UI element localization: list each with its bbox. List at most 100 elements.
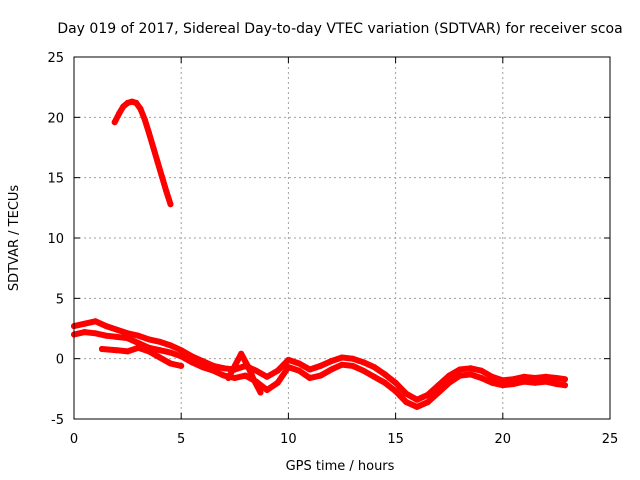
data-point [339,361,345,368]
data-point [167,342,174,349]
data-point [146,348,152,355]
data-point [178,347,185,354]
data-point [349,362,356,369]
data-point [210,367,217,374]
data-point [113,333,120,340]
data-point [456,372,463,379]
data-point [489,379,496,386]
x-tick-label: 15 [387,432,404,447]
data-point [150,144,157,151]
data-point [435,389,442,396]
data-point [532,379,538,386]
data-point [274,367,281,374]
data-point [317,372,324,379]
y-tick-label: 20 [47,111,64,126]
y-tick-label: 0 [56,353,64,368]
data-point [349,355,356,362]
data-point [274,379,281,386]
data-point [167,201,174,208]
data-point [467,371,474,378]
data-point [156,338,163,345]
data-point [371,364,378,371]
data-point [188,359,195,366]
data-point [253,367,260,374]
data-point [392,379,399,386]
data-point [178,362,185,369]
tick-group: 0 5 10 15 20 25 -5 0 5 10 15 20 25 [47,51,618,447]
data-point [414,396,420,403]
grid [74,57,610,419]
data-point [328,358,335,365]
data-point [478,367,485,374]
data-point [285,356,292,363]
data-point [403,390,410,397]
y-axis-label: SDTVAR / TECUs [7,185,22,292]
data-point [542,378,549,385]
data-point [489,373,496,380]
data-point [328,366,335,373]
series-line-track-b [71,329,568,410]
data-point [231,362,238,369]
data-point [199,364,206,371]
data-point [238,350,245,357]
data-point [92,318,99,325]
data-point [244,362,251,369]
data-point [257,389,264,396]
data-point [542,373,549,380]
data-point [116,110,122,117]
data-point [156,354,163,361]
data-point [510,381,517,387]
data-point [135,332,142,339]
data-point [264,373,270,380]
data-point [381,379,388,386]
data-point [478,375,485,381]
x-axis-label: GPS time / hours [286,459,395,474]
data-point [124,330,131,337]
data-point [98,346,105,352]
data-point [456,366,463,373]
data-point [167,349,174,356]
data-point [424,399,431,406]
data-point [111,119,118,126]
data-point [133,99,140,106]
data-point [141,116,148,123]
data-point [103,332,110,339]
data-point [553,375,560,381]
x-tick-label: 10 [280,432,297,447]
data-point [392,388,399,395]
data-point [199,358,206,365]
data-point [446,379,453,386]
series-group [71,98,568,410]
data-point [225,375,232,381]
data-point [231,375,238,381]
series-line-high-arc [111,98,174,208]
data-point [467,365,474,372]
data-point [135,344,142,351]
data-point [381,371,388,378]
data-point [264,387,270,393]
data-point [251,377,258,384]
y-tick-label: -5 [51,413,64,428]
data-point [113,347,120,354]
y-tick-label: 25 [47,51,64,66]
data-point [532,375,538,381]
data-point [135,340,142,346]
data-point [424,391,431,398]
data-point [403,399,410,406]
data-point [188,353,195,360]
data-point [242,372,249,379]
data-point [562,376,568,383]
data-point [178,353,185,360]
data-point [92,330,99,337]
chart-title: Day 019 of 2017, Sidereal Day-to-day VTE… [57,21,622,37]
data-point [360,359,367,366]
data-point [285,364,292,371]
data-point [360,367,367,374]
data-point [339,354,345,361]
data-point [81,320,88,327]
data-point [371,373,378,380]
x-tick-label: 5 [177,432,185,447]
data-point [553,381,560,387]
